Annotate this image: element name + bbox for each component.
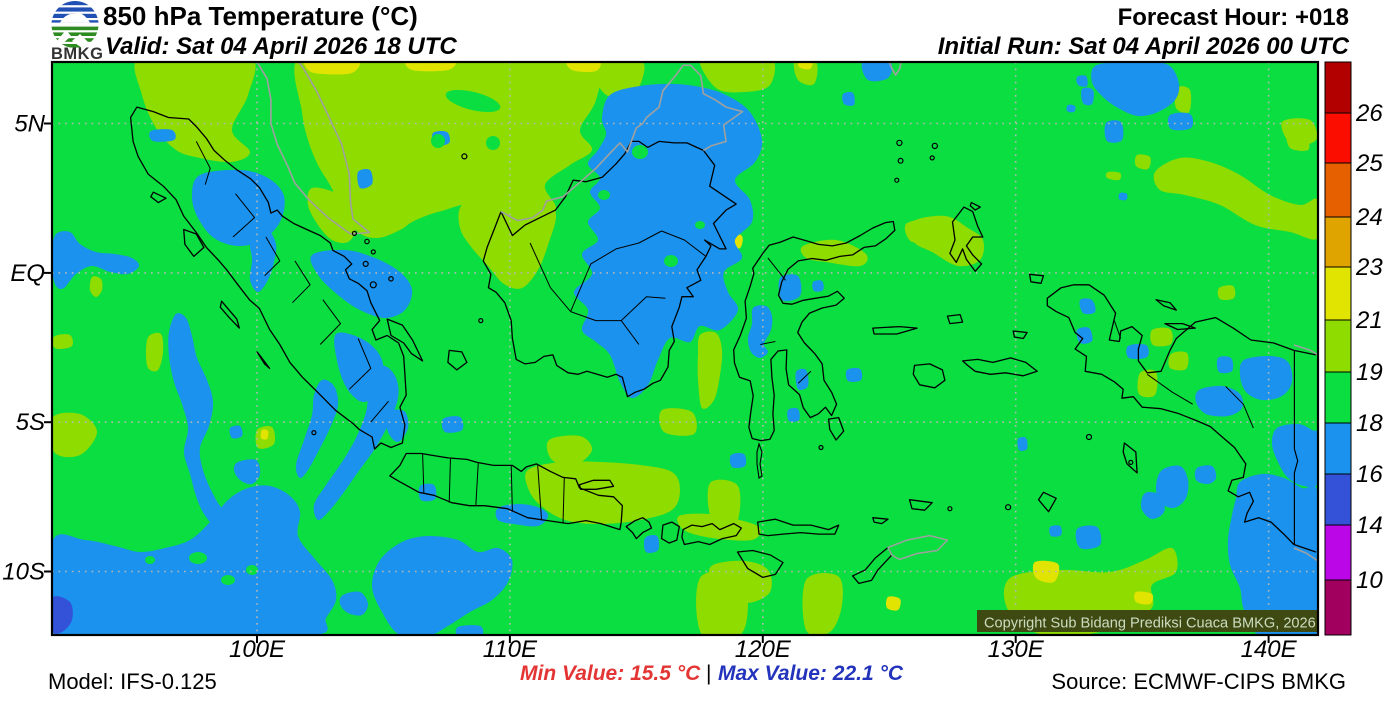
svg-text:100E: 100E bbox=[229, 636, 286, 663]
svg-text:Max Value: 22.1 °C: Max Value: 22.1 °C bbox=[718, 662, 904, 685]
svg-text:850 hPa Temperature (°C): 850 hPa Temperature (°C) bbox=[103, 1, 418, 31]
svg-text:Model: IFS-0.125: Model: IFS-0.125 bbox=[48, 669, 217, 694]
svg-text:Valid: Sat 04 April 2026 18 UT: Valid: Sat 04 April 2026 18 UTC bbox=[105, 33, 457, 60]
svg-text:5N: 5N bbox=[14, 111, 45, 138]
svg-text:18: 18 bbox=[1356, 410, 1383, 437]
svg-text:23: 23 bbox=[1355, 254, 1383, 281]
svg-text:130E: 130E bbox=[988, 636, 1045, 663]
svg-text:14: 14 bbox=[1356, 512, 1383, 539]
svg-text:16: 16 bbox=[1356, 461, 1383, 488]
svg-text:25: 25 bbox=[1355, 150, 1383, 177]
svg-text:120E: 120E bbox=[735, 636, 792, 663]
svg-text:|: | bbox=[706, 662, 711, 685]
svg-text:Copyright Sub Bidang Prediksi: Copyright Sub Bidang Prediksi Cuaca BMKG… bbox=[984, 616, 1316, 632]
svg-text:5S: 5S bbox=[16, 409, 45, 436]
svg-text:Initial Run: Sat 04 April 2026: Initial Run: Sat 04 April 2026 00 UTC bbox=[938, 33, 1350, 60]
svg-text:10S: 10S bbox=[2, 559, 45, 586]
svg-text:Min Value: 15.5 °C: Min Value: 15.5 °C bbox=[520, 662, 701, 685]
svg-text:140E: 140E bbox=[1241, 636, 1298, 663]
svg-text:24: 24 bbox=[1355, 204, 1383, 231]
svg-text:Forecast Hour: +018: Forecast Hour: +018 bbox=[1118, 4, 1349, 31]
svg-text:EQ: EQ bbox=[10, 260, 45, 287]
svg-text:BMKG: BMKG bbox=[51, 45, 103, 63]
svg-text:19: 19 bbox=[1356, 359, 1383, 386]
svg-text:26: 26 bbox=[1355, 100, 1383, 127]
svg-text:Source: ECMWF-CIPS BMKG: Source: ECMWF-CIPS BMKG bbox=[1051, 669, 1346, 694]
svg-text:110E: 110E bbox=[483, 636, 538, 663]
svg-text:10: 10 bbox=[1356, 567, 1383, 594]
svg-text:21: 21 bbox=[1355, 307, 1383, 334]
